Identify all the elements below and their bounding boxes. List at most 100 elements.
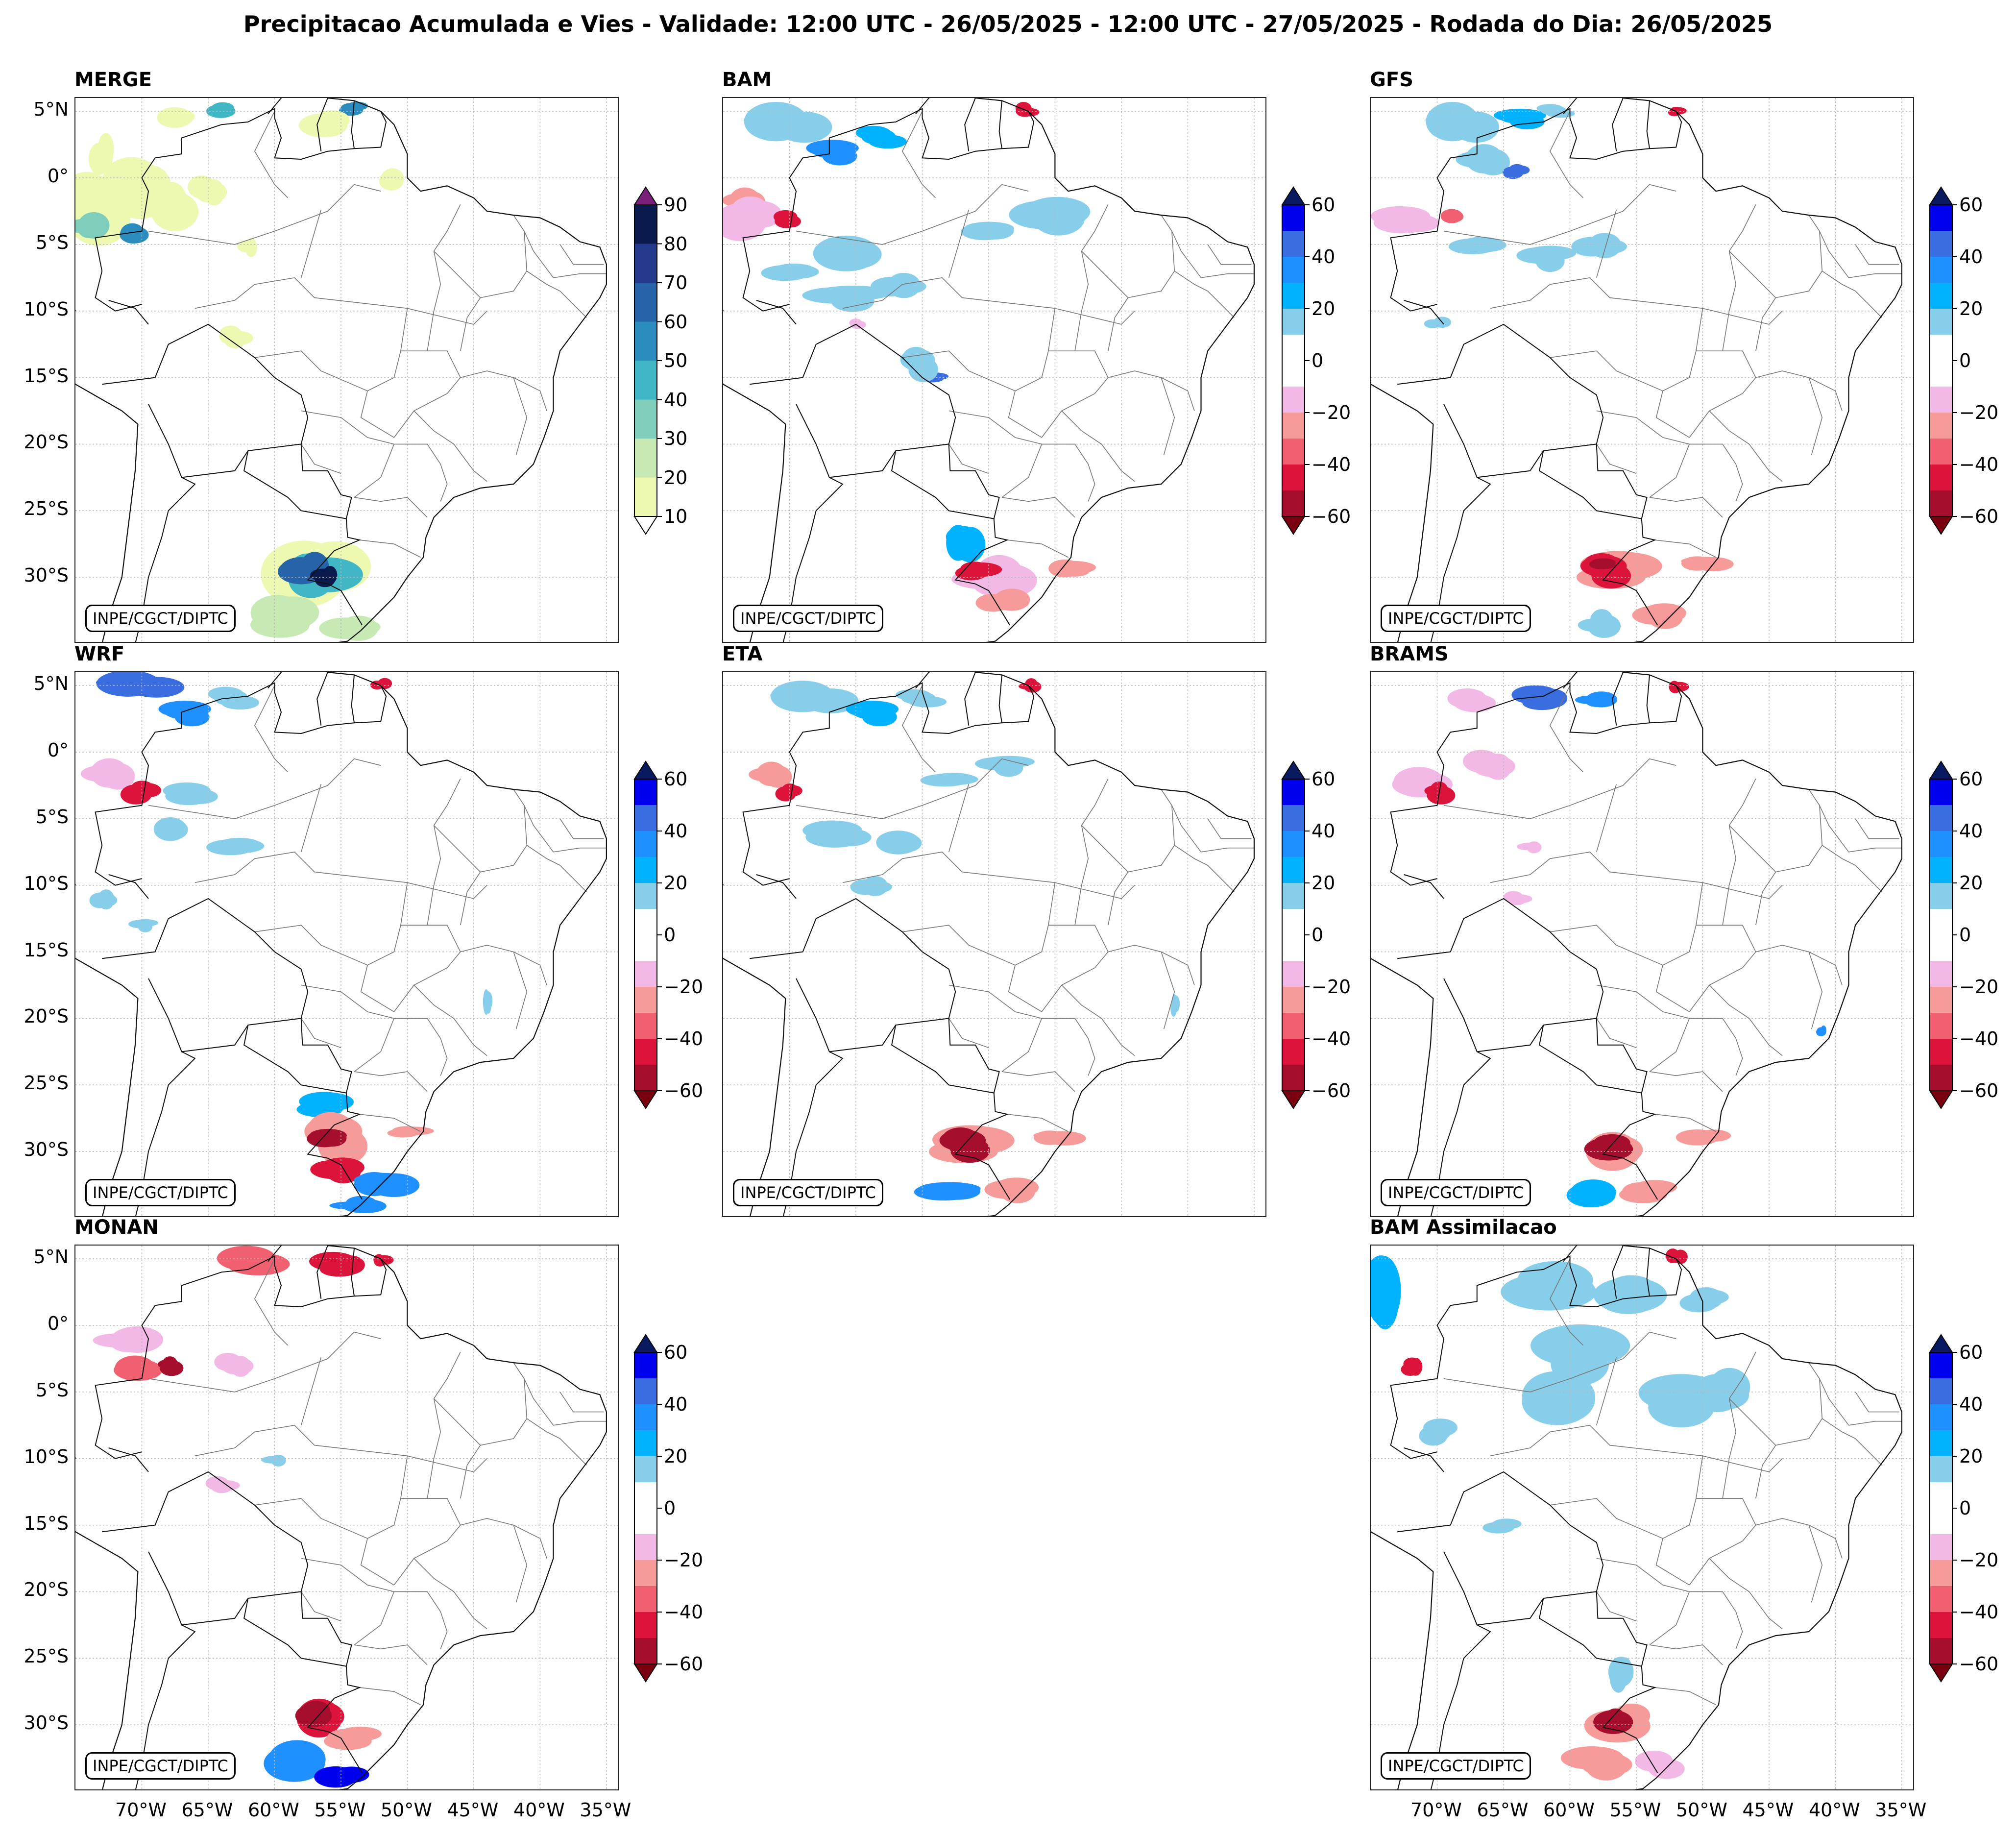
precip-blob: [1508, 894, 1532, 904]
colorbar-segment: [1930, 257, 1952, 283]
state-border: [559, 818, 604, 839]
state-border: [1001, 1071, 1075, 1092]
state-border: [526, 270, 587, 318]
state-border: [842, 277, 1135, 325]
country-border: [1538, 1598, 1658, 1773]
colorbar-segment: [1282, 883, 1305, 909]
country-border: [915, 98, 930, 115]
colorbar-segment: [1282, 205, 1305, 231]
precip-blob: [731, 196, 770, 225]
precip-blob: [887, 833, 922, 853]
state-border: [301, 984, 395, 1072]
colorbar-segment: [1930, 1612, 1952, 1638]
colorbar-segment: [1282, 779, 1305, 806]
country-border: [108, 300, 149, 325]
map-wrf: INPE/CGCT/DIPTC: [74, 671, 619, 1217]
precip-blob: [1679, 1294, 1718, 1313]
state-border: [254, 925, 368, 966]
colorbar-canvas: [1281, 760, 1310, 1109]
state-border: [1709, 410, 1783, 482]
precip-blob: [862, 708, 897, 727]
precip-blob: [776, 111, 832, 143]
state-border: [1596, 410, 1690, 498]
colorbar-tick-label: 20: [1312, 872, 1336, 894]
colorbar-segment: [634, 1638, 657, 1664]
state-border: [254, 350, 368, 391]
colorbar-tick-label: 20: [664, 872, 688, 894]
precip-blob: [162, 820, 188, 840]
country-border: [1612, 1246, 1624, 1299]
state-border: [1596, 783, 1617, 853]
colorbar-segment: [1282, 857, 1305, 883]
colorbar-segment: [1930, 1065, 1952, 1091]
colorbar-segment: [634, 1352, 657, 1379]
precip-blob: [1673, 1249, 1688, 1264]
longitude-label: 60°W: [1543, 1799, 1595, 1821]
precip-blob: [950, 1137, 990, 1163]
latitude-label: 30°S: [24, 1712, 69, 1734]
country-border: [891, 450, 1011, 626]
colorbar-segment: [634, 831, 657, 857]
state-border: [1171, 231, 1254, 278]
precip-blob: [211, 1480, 240, 1491]
longitude-label: 50°W: [380, 1799, 432, 1821]
state-border: [1775, 215, 1823, 298]
precip-blob: [1423, 1418, 1457, 1437]
state-border: [1808, 952, 1823, 1029]
coastline: [1371, 1246, 1903, 1789]
map-brams: INPE/CGCT/DIPTC: [1370, 671, 1914, 1217]
precip-blob: [861, 128, 896, 145]
state-border: [1596, 1018, 1637, 1048]
coastline: [75, 98, 607, 642]
state-border: [1822, 845, 1882, 892]
colorbar-tick-label: −60: [1959, 1080, 1999, 1101]
colorbar-extend-max: [1281, 760, 1306, 780]
country-border: [102, 1471, 309, 1626]
state-border: [1689, 350, 1756, 438]
longitude-label: 40°W: [513, 1799, 565, 1821]
country-border: [267, 672, 282, 689]
colorbar-tick-label: 40: [664, 820, 688, 842]
colorbar-segment: [1930, 857, 1952, 883]
state-border: [948, 443, 989, 474]
state-border: [360, 1456, 408, 1586]
state-border: [1822, 1418, 1882, 1466]
colorbar-segment: [634, 987, 657, 1013]
colorbar-segment: [1282, 439, 1305, 465]
colorbar-tick-label: −20: [1959, 976, 1999, 998]
precip-blob: [954, 526, 986, 562]
precip-blob: [130, 781, 154, 796]
precip-blob: [224, 331, 253, 345]
state-border: [1819, 1378, 1902, 1426]
country-border: [267, 98, 282, 115]
colorbar-tick-label: 60: [1959, 194, 1983, 216]
latitude-label: 5°N: [33, 673, 69, 695]
colorbar-canvas: [1281, 186, 1310, 535]
colorbar-tick-label: 30: [664, 428, 688, 449]
precip-blob: [115, 1355, 155, 1381]
state-border: [1490, 851, 1783, 899]
state-border: [1490, 277, 1783, 325]
credit-label: INPE/CGCT/DIPTC: [85, 1179, 236, 1206]
colorbar-segment: [1930, 1430, 1952, 1457]
precip-blob: [887, 272, 921, 298]
credit-label: INPE/CGCT/DIPTC: [85, 605, 236, 632]
precip-blob: [97, 134, 113, 173]
precip-blob: [1551, 1325, 1605, 1371]
state-border: [1649, 497, 1723, 518]
state-border: [1074, 204, 1109, 351]
country-border: [102, 323, 309, 478]
precip-blob: [221, 1357, 254, 1375]
colorbar-extend-min: [1929, 1090, 1953, 1109]
colorbar-segment: [1282, 909, 1305, 935]
precip-blob: [157, 107, 193, 128]
state-border: [480, 215, 528, 298]
latitude-label: 20°S: [24, 1005, 69, 1027]
precip-blob: [931, 773, 976, 784]
precip-blob: [387, 1128, 419, 1138]
state-border: [1081, 825, 1129, 926]
state-border: [254, 111, 289, 198]
colorbar-bias: 60 40 20 0 −20 −40 −60: [1929, 1334, 1998, 1683]
colorbar-segment: [1930, 1560, 1952, 1587]
panel-title-monan: MONAN: [74, 1216, 159, 1239]
